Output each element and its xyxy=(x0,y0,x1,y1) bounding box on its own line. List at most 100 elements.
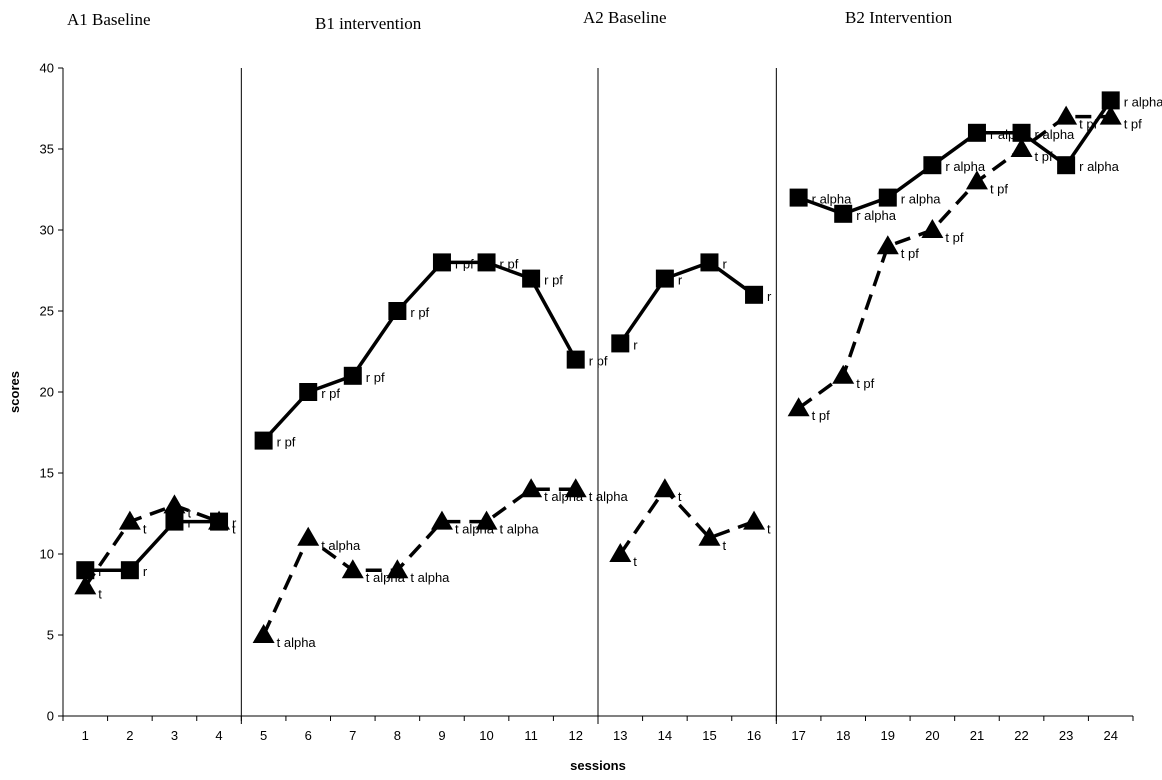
data-point-label: r alpha xyxy=(945,159,986,174)
y-tick-label: 25 xyxy=(40,304,54,319)
y-tick-label: 30 xyxy=(40,223,54,238)
data-point-label: r alpha xyxy=(1079,159,1120,174)
triangle-marker xyxy=(653,478,676,498)
triangle-marker xyxy=(520,478,543,498)
data-point-label: t pf xyxy=(856,376,874,391)
triangle-series-line xyxy=(618,487,755,555)
x-tick-label: 9 xyxy=(438,728,445,743)
square-marker xyxy=(343,366,362,385)
triangle-marker xyxy=(876,235,899,255)
y-tick-label: 5 xyxy=(47,628,54,643)
point-labels: r r r r r pf r pf r pf r pf r pf r pf r pf r pf r r r r… xyxy=(98,94,1162,650)
x-tick-label: 5 xyxy=(260,728,267,743)
x-tick-label: 17 xyxy=(791,728,805,743)
x-tick-label: 18 xyxy=(836,728,850,743)
phase-dividers xyxy=(240,68,777,724)
square-marker xyxy=(76,561,95,580)
data-point-label: r pf xyxy=(410,305,429,320)
x-tick-label: 24 xyxy=(1103,728,1117,743)
y-tick-label: 20 xyxy=(40,385,54,400)
data-point-label: r alpha xyxy=(1035,127,1076,142)
square-marker xyxy=(834,204,853,223)
data-point-label: r xyxy=(678,273,683,288)
data-point-label: t pf xyxy=(1124,117,1142,132)
triangle-marker xyxy=(208,510,231,530)
x-tick-label: 2 xyxy=(126,728,133,743)
triangle-marker xyxy=(297,526,320,546)
square-marker xyxy=(1101,91,1120,110)
x-tick-label: 11 xyxy=(524,728,538,743)
triangle-marker xyxy=(564,478,587,498)
phase-title: A1 Baseline xyxy=(67,10,151,29)
x-tick-label: 7 xyxy=(349,728,356,743)
triangle-marker xyxy=(698,526,721,546)
y-tick-label: 15 xyxy=(40,466,54,481)
square-marker xyxy=(165,512,184,531)
x-tick-label: 20 xyxy=(925,728,939,743)
y-axis-title: scores xyxy=(7,371,22,413)
x-tick-label: 23 xyxy=(1059,728,1073,743)
square-marker xyxy=(611,334,630,353)
square-series-line xyxy=(85,519,219,572)
x-tick-label: 8 xyxy=(394,728,401,743)
square-marker xyxy=(566,350,585,369)
data-point-label: t alpha xyxy=(277,635,317,650)
data-point-label: t alpha xyxy=(410,570,450,585)
square-marker xyxy=(700,253,719,272)
data-point-label: t pf xyxy=(901,246,919,261)
data-point-label: r xyxy=(722,256,727,271)
triangle-marker xyxy=(609,543,632,562)
triangle-marker xyxy=(74,575,97,595)
square-marker xyxy=(923,156,942,175)
x-tick-label: 21 xyxy=(970,728,984,743)
x-axis-title: sessions xyxy=(570,758,626,773)
data-point-label: t alpha xyxy=(589,489,629,504)
square-marker xyxy=(745,285,764,304)
square-marker xyxy=(388,302,407,320)
triangle-marker xyxy=(163,494,186,514)
data-point-label: r pf xyxy=(455,256,474,271)
data-point-label: r alpha xyxy=(990,127,1031,142)
triangle-marker xyxy=(1055,105,1078,125)
triangle-series-line xyxy=(262,487,576,636)
data-point-label: r pf xyxy=(366,370,385,385)
x-tick-label: 22 xyxy=(1014,728,1028,743)
data-point-label: r alpha xyxy=(1124,94,1162,109)
data-point-label: r pf xyxy=(321,386,340,401)
x-tick-label: 16 xyxy=(747,728,761,743)
square-marker xyxy=(789,188,808,207)
data-point-label: r xyxy=(767,289,772,304)
square-marker xyxy=(477,253,496,272)
y-tick-label: 10 xyxy=(40,547,54,562)
data-point-label: t pf xyxy=(1079,117,1097,132)
data-point-label: r pf xyxy=(277,435,296,450)
square-marker xyxy=(299,383,318,401)
phase-title: B2 Intervention xyxy=(845,8,953,27)
triangle-marker xyxy=(475,510,498,530)
series-markers xyxy=(74,91,1122,643)
triangle-marker xyxy=(341,559,364,579)
triangle-marker xyxy=(252,624,275,643)
x-tick-label: 1 xyxy=(82,728,89,743)
data-point-label: t xyxy=(678,489,682,504)
square-series-line xyxy=(262,260,578,442)
data-point-label: t alpha xyxy=(321,538,361,553)
data-point-label: t xyxy=(232,522,236,537)
data-point-label: r xyxy=(187,516,192,531)
triangle-marker xyxy=(832,364,855,384)
square-marker xyxy=(878,188,897,207)
triangle-marker xyxy=(921,219,944,238)
triangle-marker xyxy=(965,170,988,190)
phase-title: B1 intervention xyxy=(315,14,422,33)
x-tick-label: 13 xyxy=(613,728,627,743)
data-point-label: r alpha xyxy=(856,208,897,223)
data-point-label: r xyxy=(98,564,103,579)
triangle-marker xyxy=(1010,138,1033,157)
data-point-label: t pf xyxy=(945,230,963,245)
square-marker xyxy=(120,561,139,580)
data-point-label: t alpha xyxy=(544,489,584,504)
data-point-label: r alpha xyxy=(901,192,942,207)
square-marker xyxy=(522,269,541,288)
triangle-marker xyxy=(386,559,409,579)
